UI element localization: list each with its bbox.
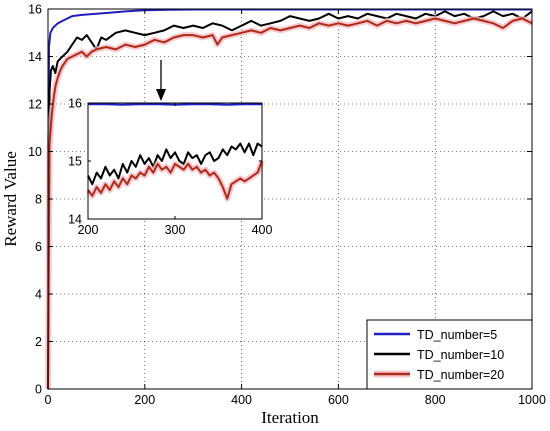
inset-line-td-number-20 [87,160,263,200]
main-ytick-label-5: 10 [28,145,42,159]
inset-ytick-label-0: 14 [68,213,82,227]
inset-ytick-label-1: 15 [68,155,82,169]
x-axis-title: Iteration [261,408,319,427]
main-xtick-label-4: 800 [425,393,446,407]
legend: TD_number=5 TD_number=10 TD_number=20 [366,319,533,390]
main-xtick-label-5: 1000 [518,393,546,407]
main-ytick-label-7: 14 [28,50,42,64]
main-ytick-label-6: 12 [28,98,42,112]
inset-ytick-label-2: 16 [68,97,82,111]
inset-xtick-label-0: 200 [78,223,99,237]
main-tick-labels: 0 200 400 600 800 1000 0 2 4 6 8 10 12 14 16 [28,3,546,408]
inset-ticks [87,102,263,220]
main-ytick-label-1: 2 [35,335,42,349]
legend-label-td20: TD_number=20 [417,368,504,382]
y-axis-title: Reward Value [1,151,20,247]
main-series-lines [45,8,534,390]
inset-line-td-number-10 [87,142,263,186]
inset-zoom-panel: 200 300 400 14 15 16 [68,97,272,238]
inset-tick-labels: 200 300 400 14 15 16 [68,97,272,238]
main-xtick-label-0: 0 [45,393,52,407]
main-ytick-label-4: 8 [35,193,42,207]
zoom-arrow [156,60,166,101]
main-ytick-label-8: 16 [28,3,42,17]
legend-label-td10: TD_number=10 [417,348,504,362]
main-line-td-number-20 [47,17,533,390]
main-ytick-label-3: 6 [35,240,42,254]
main-ytick-label-0: 0 [35,383,42,397]
inset-xtick-label-2: 400 [252,223,273,237]
legend-label-td5: TD_number=5 [417,328,497,342]
main-xtick-label-3: 600 [328,393,349,407]
main-xtick-label-2: 400 [231,393,252,407]
main-line-td-number-10 [47,10,533,390]
main-ytick-label-2: 4 [35,288,42,302]
main-xtick-label-1: 200 [134,393,155,407]
inset-xtick-label-1: 300 [165,223,186,237]
